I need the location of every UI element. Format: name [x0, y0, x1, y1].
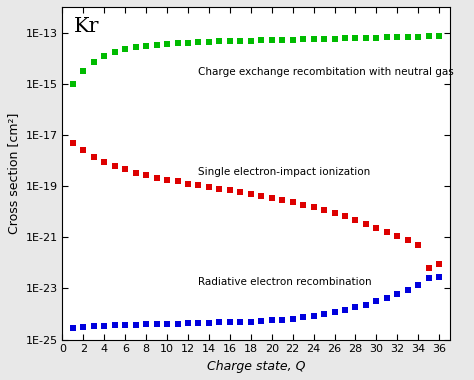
Text: Single electron-impact ionization: Single electron-impact ionization	[199, 167, 371, 177]
X-axis label: Charge state, Q: Charge state, Q	[207, 360, 305, 373]
Text: Kr: Kr	[74, 17, 100, 36]
Text: Charge exchange recombitation with neutral gas: Charge exchange recombitation with neutr…	[199, 67, 454, 77]
Text: Radiative electron recombination: Radiative electron recombination	[199, 277, 372, 287]
Y-axis label: Cross section [cm²]: Cross section [cm²]	[7, 112, 20, 234]
